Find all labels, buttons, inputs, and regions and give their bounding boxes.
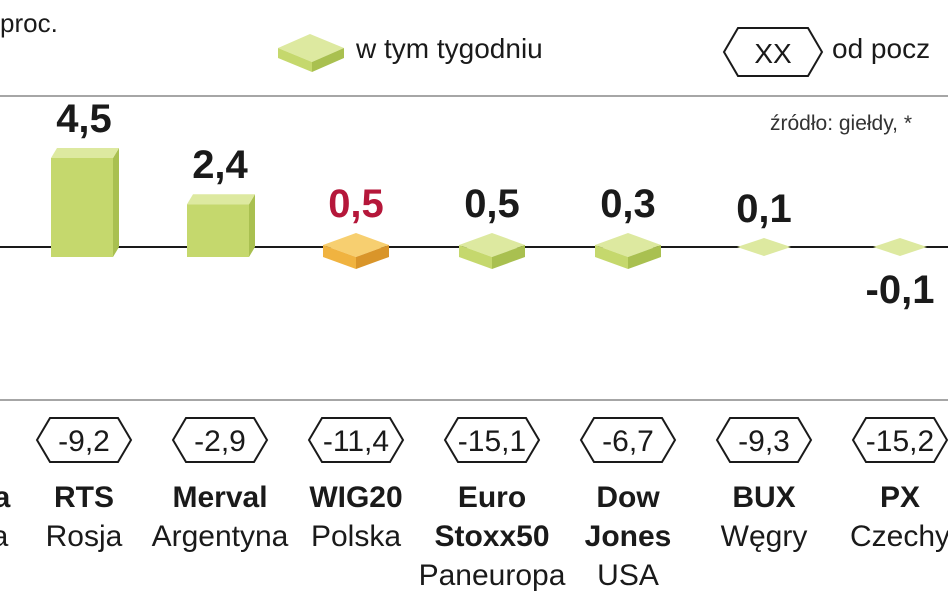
ytd-badge xyxy=(851,417,948,463)
index-name-line2: Jones xyxy=(585,520,672,553)
value-label: -0,1 xyxy=(866,268,935,312)
bar-side xyxy=(628,245,661,269)
bar-side xyxy=(113,148,119,257)
value-label: 4,5 xyxy=(56,97,112,141)
ytd-badge xyxy=(715,417,813,463)
legend-ytd-label: od pocz xyxy=(832,33,930,64)
partial-left-country: a xyxy=(0,520,9,553)
value-label: 0,1 xyxy=(736,187,792,231)
ytd-value: -15,2 xyxy=(866,425,934,458)
value-label: 0,5 xyxy=(328,182,384,226)
bar-top xyxy=(737,238,791,256)
country-label: Polska xyxy=(311,520,401,553)
ytd-value: -2,9 xyxy=(194,425,246,458)
index-name: Merval xyxy=(172,481,267,514)
bar-rts xyxy=(51,148,119,257)
bar-front xyxy=(187,204,249,257)
bar-bux xyxy=(737,238,791,256)
bar-dow xyxy=(595,233,661,269)
legend-bar-icon xyxy=(278,34,344,72)
bar-wig20 xyxy=(323,233,389,269)
value-label: 2,4 xyxy=(192,143,248,187)
bar-top xyxy=(873,238,927,256)
ytd-badge xyxy=(35,417,133,463)
index-name: Dow xyxy=(596,481,660,514)
bar-top xyxy=(51,148,119,158)
legend: w tym tygodniu XX od pocz xyxy=(278,27,930,77)
country-label: Rosja xyxy=(46,520,123,553)
index-name: RTS xyxy=(54,481,114,514)
bar-top xyxy=(187,194,255,205)
ytd-value: -15,1 xyxy=(458,425,526,458)
country-label: Węgry xyxy=(721,520,808,553)
ytd-badge xyxy=(171,417,269,463)
bar-front xyxy=(323,245,356,269)
country-label: USA xyxy=(597,559,659,592)
bar-side xyxy=(249,194,255,257)
bar-merval xyxy=(187,194,255,257)
index-name: WIG20 xyxy=(309,481,402,514)
chart-marks: 4,5 -9,2 RTS Rosja 2,4 -2,9 Merval Argentyna 0,5… xyxy=(35,97,948,592)
bar-px xyxy=(873,238,927,256)
legend-week-label: w tym tygodniu xyxy=(355,33,543,64)
bar-side xyxy=(492,245,525,269)
index-name: Euro xyxy=(458,481,526,514)
bar-front xyxy=(459,245,492,269)
index-name: PX xyxy=(880,481,920,514)
index-name-line2: Stoxx50 xyxy=(434,520,549,553)
ytd-badge xyxy=(307,417,405,463)
ytd-value: -9,2 xyxy=(58,425,110,458)
bar-front xyxy=(595,245,628,269)
bar-side xyxy=(356,245,389,269)
value-label: 0,5 xyxy=(464,182,520,226)
source-note: źródło: giełdy, * xyxy=(770,112,912,135)
partial-left-name: a xyxy=(0,481,11,514)
value-label: 0,3 xyxy=(600,182,656,226)
country-label: Paneuropa xyxy=(419,559,566,592)
country-label: Argentyna xyxy=(152,520,289,553)
ytd-value: -11,4 xyxy=(323,425,389,458)
legend-ytd-marker: XX xyxy=(754,38,792,69)
index-name: BUX xyxy=(732,481,795,514)
ytd-badge xyxy=(579,417,677,463)
ytd-value: -6,7 xyxy=(602,425,654,458)
legend-ytd-marker-icon xyxy=(722,27,824,77)
ytd-badge xyxy=(443,417,541,463)
bar-front xyxy=(51,158,113,257)
bar-euro xyxy=(459,233,525,269)
ytd-value: -9,3 xyxy=(738,425,790,458)
unit-label: proc. xyxy=(0,8,58,38)
country-label: Czechy xyxy=(850,520,948,553)
